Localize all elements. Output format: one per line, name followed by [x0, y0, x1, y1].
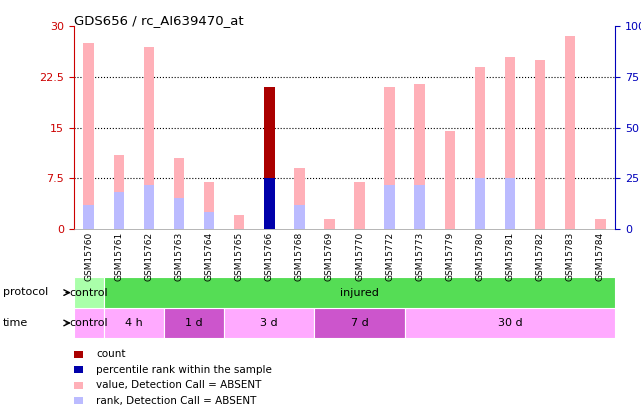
Bar [113, 155, 124, 229]
Text: injured: injured [340, 288, 379, 298]
Bar [324, 219, 335, 229]
Text: 30 d: 30 d [497, 318, 522, 328]
Text: value, Detection Call = ABSENT: value, Detection Call = ABSENT [96, 380, 262, 390]
Bar [504, 178, 515, 229]
Bar [234, 215, 244, 229]
Bar [224, 308, 315, 338]
Bar [415, 185, 425, 229]
Bar [445, 131, 455, 229]
Text: 3 d: 3 d [260, 318, 278, 328]
Bar [595, 219, 606, 229]
Text: time: time [3, 318, 28, 328]
Bar [104, 308, 164, 338]
Text: protocol: protocol [3, 288, 49, 297]
Bar [294, 168, 304, 229]
Text: control: control [69, 288, 108, 298]
Bar [264, 178, 274, 229]
Bar [565, 36, 576, 229]
Bar [404, 308, 615, 338]
Text: percentile rank within the sample: percentile rank within the sample [96, 365, 272, 375]
Bar [74, 277, 104, 308]
Bar [74, 308, 104, 338]
Bar [174, 158, 185, 229]
Bar [83, 205, 94, 229]
Bar [475, 67, 485, 229]
Bar [475, 178, 485, 229]
Bar [264, 87, 274, 229]
Bar [354, 181, 365, 229]
Bar [83, 43, 94, 229]
Text: GDS656 / rc_AI639470_at: GDS656 / rc_AI639470_at [74, 14, 244, 27]
Bar [164, 308, 224, 338]
Bar [204, 181, 214, 229]
Bar [113, 192, 124, 229]
Bar [415, 84, 425, 229]
Text: control: control [69, 318, 108, 328]
Bar [294, 205, 304, 229]
Bar [315, 308, 404, 338]
Text: 4 h: 4 h [125, 318, 143, 328]
Bar [144, 185, 154, 229]
Bar [174, 198, 185, 229]
Bar [144, 47, 154, 229]
Bar [385, 87, 395, 229]
Text: 7 d: 7 d [351, 318, 369, 328]
Bar [204, 212, 214, 229]
Text: rank, Detection Call = ABSENT: rank, Detection Call = ABSENT [96, 396, 256, 405]
Text: count: count [96, 350, 126, 359]
Text: 1 d: 1 d [185, 318, 203, 328]
Bar [504, 57, 515, 229]
Bar [385, 185, 395, 229]
Bar [535, 60, 545, 229]
